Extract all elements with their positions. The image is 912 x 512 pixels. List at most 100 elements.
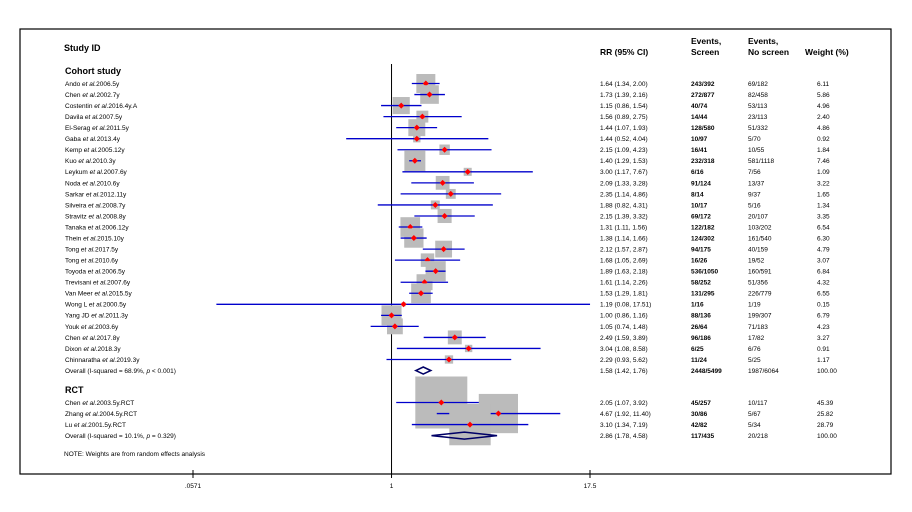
overall-events-noscreen: 1987/6064 [748, 368, 779, 375]
rr-ci-text: 3.04 (1.08, 8.58) [600, 346, 648, 353]
study-label: Kemp et al.2005.12y [65, 147, 125, 154]
header-rr: RR (95% CI) [600, 47, 648, 57]
events-screen: 14/44 [691, 114, 708, 121]
weight-value: 1.65 [817, 191, 830, 198]
study-label: Tong et al.2010.6y [65, 258, 119, 265]
events-noscreen: 1/19 [748, 302, 761, 309]
events-screen: 91/124 [691, 180, 711, 187]
events-noscreen: 20/107 [748, 213, 768, 220]
note-text: NOTE: Weights are from random effects an… [64, 451, 206, 458]
weight-value: 5.86 [817, 92, 830, 99]
rr-ci-text: 1.05 (0.74, 1.48) [600, 324, 648, 331]
point-estimate [411, 157, 418, 164]
study-label: Kuo et al.2010.3y [65, 158, 116, 165]
weight-value: 6.11 [817, 81, 830, 88]
weight-value: 4.86 [817, 125, 830, 132]
header-study-id: Study ID [64, 43, 101, 53]
rr-ci-text: 1.44 (1.07, 1.93) [600, 125, 648, 132]
rr-ci-text: 1.68 (1.05, 2.69) [600, 258, 648, 265]
weight-value: 0.92 [817, 136, 830, 143]
overall-rr-ci-text: 2.86 (1.78, 4.58) [600, 433, 648, 440]
study-label: Toyoda et al.2006.5y [65, 269, 126, 276]
point-estimate [432, 201, 439, 208]
study-label: Gaba et al.2013.4y [65, 136, 121, 143]
events-noscreen: 10/117 [748, 400, 768, 407]
events-screen: 11/24 [691, 357, 707, 364]
events-screen: 10/97 [691, 136, 708, 143]
weight-value: 4.23 [817, 324, 830, 331]
events-noscreen: 10/55 [748, 147, 765, 154]
events-noscreen: 82/458 [748, 92, 768, 99]
point-estimate [418, 290, 425, 297]
events-noscreen: 161/540 [748, 235, 772, 242]
weight-value: 0.15 [817, 302, 830, 309]
events-noscreen: 5/34 [748, 422, 761, 429]
events-noscreen: 19/52 [748, 258, 765, 265]
rr-ci-text: 4.67 (1.92, 11.40) [600, 411, 651, 418]
events-noscreen: 7/56 [748, 169, 761, 176]
header-events-noscreen-2: No screen [748, 47, 789, 57]
rr-ci-text: 1.40 (1.29, 1.53) [600, 158, 648, 165]
events-noscreen: 51/356 [748, 280, 768, 287]
point-estimate [398, 102, 405, 109]
events-screen: 6/16 [691, 169, 704, 176]
events-screen: 40/74 [691, 103, 708, 110]
events-noscreen: 5/16 [748, 202, 761, 209]
study-label: Lu et al.2001.5y.RCT [65, 422, 126, 429]
weight-value: 6.30 [817, 235, 830, 242]
weight-value: 6.84 [817, 269, 830, 276]
point-estimate [466, 421, 473, 428]
rr-ci-text: 2.35 (1.14, 4.86) [600, 191, 648, 198]
rr-ci-text: 2.49 (1.59, 3.89) [600, 335, 648, 342]
weight-value: 28.79 [817, 422, 834, 429]
study-label: Van Meer et al.2015.5y [65, 291, 132, 298]
rr-ci-text: 1.31 (1.11, 1.56) [600, 224, 647, 231]
point-estimate [432, 268, 439, 275]
events-noscreen: 5/70 [748, 136, 761, 143]
weight-value: 7.46 [817, 158, 830, 165]
study-label: Chen et al.2002.7y [65, 92, 120, 99]
overall-weight: 100.00 [817, 433, 837, 440]
weight-value: 3.27 [817, 335, 830, 342]
point-estimate [445, 356, 452, 363]
point-estimate [410, 235, 417, 242]
study-label: Noda et al.2010.6y [65, 180, 120, 187]
group-heading: RCT [65, 385, 84, 395]
point-estimate [388, 312, 395, 319]
header-events-screen-1: Events, [691, 36, 721, 46]
events-noscreen: 5/25 [748, 357, 761, 364]
group-heading: Cohort study [65, 66, 121, 76]
rr-ci-text: 3.00 (1.17, 7.67) [600, 169, 648, 176]
events-screen: 122/182 [691, 224, 715, 231]
overall-events-screen: 2448/5499 [691, 368, 722, 375]
events-screen: 26/64 [691, 324, 708, 331]
events-screen: 243/392 [691, 81, 715, 88]
rr-ci-text: 2.12 (1.57, 2.87) [600, 247, 648, 254]
rr-ci-text: 1.15 (0.86, 1.54) [600, 103, 648, 110]
weight-value: 4.32 [817, 280, 830, 287]
point-estimate [391, 323, 398, 330]
study-label: Chen et al.2003.5y.RCT [65, 400, 134, 407]
header-weight: Weight (%) [805, 47, 849, 57]
events-screen: 128/580 [691, 125, 715, 132]
rr-ci-text: 1.89 (1.63, 2.18) [600, 269, 648, 276]
events-noscreen: 9/37 [748, 191, 761, 198]
point-estimate [495, 410, 502, 417]
study-label: Davila et al.2007.5y [65, 114, 123, 121]
events-screen: 124/302 [691, 235, 715, 242]
events-screen: 58/252 [691, 280, 711, 287]
study-label: Sarkar et al.2012.11y [65, 191, 127, 198]
study-label: Tong et al.2017.5y [65, 247, 119, 254]
point-estimate [441, 146, 448, 153]
events-screen: 536/1050 [691, 269, 718, 276]
events-noscreen: 199/307 [748, 313, 772, 320]
events-screen: 1/16 [691, 302, 704, 309]
rr-ci-text: 1.88 (0.82, 4.31) [600, 202, 648, 209]
weight-value: 3.22 [817, 180, 830, 187]
point-estimate [439, 179, 446, 186]
point-estimate [465, 345, 472, 352]
header-events-noscreen-1: Events, [748, 36, 778, 46]
rr-ci-text: 1.73 (1.39, 2.16) [600, 92, 648, 99]
weight-value: 1.09 [817, 169, 830, 176]
study-label: Youk et al.2003.6y [65, 324, 119, 331]
